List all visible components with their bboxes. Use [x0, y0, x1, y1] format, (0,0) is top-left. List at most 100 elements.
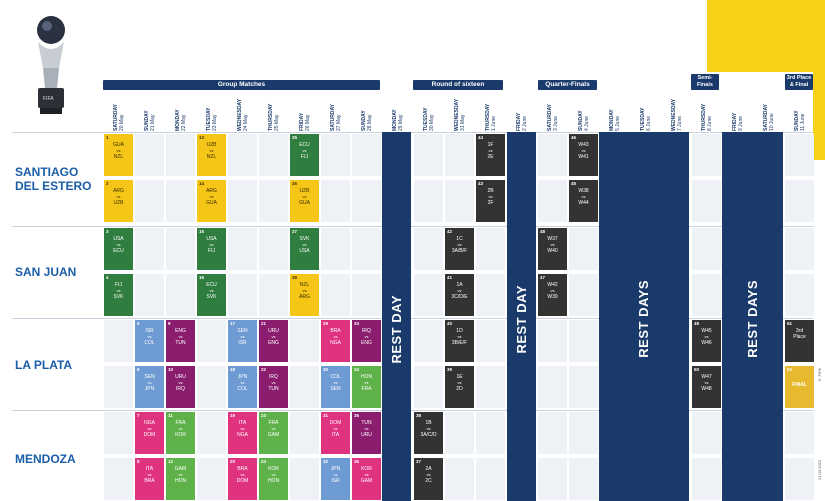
match-card[interactable]: 52 FINAL	[785, 366, 814, 408]
match-number: 51	[787, 321, 793, 326]
match-team-b: 3A/C/D	[420, 432, 437, 438]
match-team-b: W44	[578, 200, 589, 206]
match-team-b: HON	[267, 478, 280, 484]
grid-cell	[321, 274, 350, 316]
day-header: SUNDAY 28 May	[361, 93, 373, 131]
match-team-b: TUN	[268, 386, 279, 392]
grid-cell	[538, 320, 567, 362]
grid-cell	[692, 458, 721, 500]
match-card[interactable]: 15 USA vs FIJ	[197, 228, 226, 270]
match-number: 42	[447, 229, 453, 234]
match-card[interactable]: 34 HON vs FRA	[352, 366, 381, 408]
match-card[interactable]: 47 W42 vs W39	[538, 274, 567, 316]
grid-cell	[538, 366, 567, 408]
match-card[interactable]: 23 FRA vs GAM	[259, 412, 288, 454]
match-card[interactable]: 49 W45 vs W46	[692, 320, 721, 362]
match-team-a: NGA	[144, 420, 155, 426]
day-date: 4 June	[584, 115, 590, 131]
match-card[interactable]: 40 1D vs 3B/E/F	[445, 320, 474, 362]
match-card[interactable]: 8 ITA vs BRA	[135, 458, 164, 500]
match-number: 8	[137, 459, 140, 464]
match-vs: vs	[240, 334, 245, 339]
match-card[interactable]: 51 3rd Place	[785, 320, 814, 362]
stage-r16-header: Round of sixteen	[413, 80, 503, 90]
match-team-b: GAM	[267, 432, 280, 438]
match-number: 26	[292, 181, 298, 186]
match-vs: vs	[302, 242, 307, 247]
match-card[interactable]: 4 FIJ vs SVK	[104, 274, 133, 316]
match-card[interactable]: 33 IRQ vs ENG	[352, 320, 381, 362]
match-card[interactable]: 21 URU vs ENG	[259, 320, 288, 362]
match-card[interactable]: 48 W37 vs W40	[538, 228, 567, 270]
match-card[interactable]: 3 USA vs ECU	[104, 228, 133, 270]
match-card[interactable]: 14 ARG vs GUA	[197, 180, 226, 222]
match-card[interactable]: 44 1F vs 2E	[476, 134, 505, 176]
match-team-b: COL	[237, 386, 248, 392]
match-card[interactable]: 30 COL vs SEN	[321, 366, 350, 408]
match-number: 29	[323, 321, 329, 326]
match-team-b: ENG	[361, 340, 372, 346]
match-card[interactable]: 27 SVK vs USA	[290, 228, 319, 270]
match-card[interactable]: 37 2A vs 2C	[414, 458, 443, 500]
match-card[interactable]: 17 SEN vs ISR	[228, 320, 257, 362]
match-card[interactable]: 19 ITA vs NGA	[228, 412, 257, 454]
grid-cell	[197, 366, 226, 408]
match-team-a: BRA	[330, 328, 341, 334]
match-vs: vs	[550, 242, 555, 247]
match-card[interactable]: 24 KOR vs HON	[259, 458, 288, 500]
match-team-a: 3rd	[795, 328, 804, 334]
match-card[interactable]: 26 UZB vs GUA	[290, 180, 319, 222]
grid-cell	[166, 180, 195, 222]
grid-cell	[445, 458, 474, 500]
match-team-b: UZB	[113, 200, 124, 206]
grid-cell	[414, 274, 443, 316]
match-card[interactable]: 42 1C vs 3A/B/F	[445, 228, 474, 270]
match-team-b: NZL	[206, 154, 217, 160]
match-card[interactable]: 31 DOM vs ITA	[321, 412, 350, 454]
match-card[interactable]: 5 ISR vs COL	[135, 320, 164, 362]
match-card[interactable]: 2 ARG vs UZB	[104, 180, 133, 222]
match-card[interactable]: 18 JPN vs COL	[228, 366, 257, 408]
match-team-a: SVK	[299, 236, 310, 242]
match-card[interactable]: 29 BRA vs NGA	[321, 320, 350, 362]
match-card[interactable]: 39 1E vs 2D	[445, 366, 474, 408]
match-card[interactable]: 46 W43 vs W41	[569, 134, 598, 176]
match-card[interactable]: 43 2B vs 2F	[476, 180, 505, 222]
match-number: 39	[447, 367, 453, 372]
match-card[interactable]: 16 ECU vs SVK	[197, 274, 226, 316]
match-card[interactable]: 13 UZB vs NZL	[197, 134, 226, 176]
match-card[interactable]: 6 SEN vs JPN	[135, 366, 164, 408]
match-card[interactable]: 7 NGA vs DOM	[135, 412, 164, 454]
match-card[interactable]: 38 1B vs 3A/C/D	[414, 412, 443, 454]
match-card[interactable]: 32 JPN vs ISR	[321, 458, 350, 500]
match-card[interactable]: 25 ECU vs FIJ	[290, 134, 319, 176]
match-card[interactable]: 36 KOR vs GAM	[352, 458, 381, 500]
match-vs: vs	[704, 380, 709, 385]
match-team-a: NZL	[299, 282, 310, 288]
stage-final-header: 3rd Place & Final	[785, 74, 813, 90]
match-card[interactable]: 28 NZL vs ARG	[290, 274, 319, 316]
match-card[interactable]: 41 1A vs 3C/D/E	[445, 274, 474, 316]
match-team-a: ECU	[299, 142, 310, 148]
match-team-a: W45	[701, 328, 712, 334]
match-card[interactable]: 9 ENG vs TUN	[166, 320, 195, 362]
match-vs: vs	[364, 334, 369, 339]
match-card[interactable]: 35 TUN vs URU	[352, 412, 381, 454]
match-card[interactable]: 20 BRA vs DOM	[228, 458, 257, 500]
grid-cell	[321, 134, 350, 176]
match-team-b: GAM	[360, 478, 373, 484]
match-card[interactable]: 1 GUA vs NZL	[104, 134, 133, 176]
match-card[interactable]: 50 W47 vs W48	[692, 366, 721, 408]
match-vs: vs	[116, 148, 121, 153]
match-number: 33	[354, 321, 360, 326]
match-card[interactable]: 12 GAM vs HON	[166, 458, 195, 500]
match-card[interactable]: 22 IRQ vs TUN	[259, 366, 288, 408]
match-card[interactable]: 45 W38 vs W44	[569, 180, 598, 222]
match-card[interactable]: 10 URU vs IRQ	[166, 366, 195, 408]
match-team-b: ENG	[268, 340, 279, 346]
match-number: 34	[354, 367, 360, 372]
match-number: 19	[230, 413, 236, 418]
grid-cell	[352, 180, 381, 222]
grid-cell	[228, 180, 257, 222]
match-card[interactable]: 11 FRA vs KOR	[166, 412, 195, 454]
